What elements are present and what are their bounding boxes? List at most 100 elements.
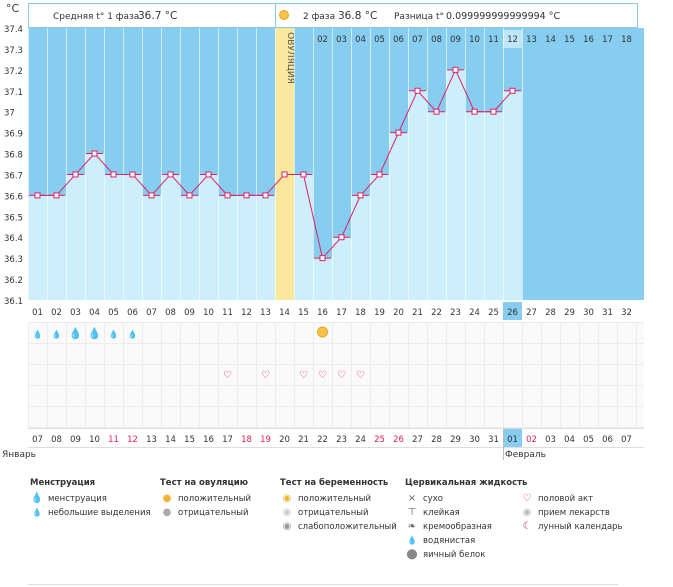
cycle-day-label: 32 bbox=[621, 308, 632, 318]
temperature-bar bbox=[218, 195, 237, 300]
menstruation-drop-icon: 💧 bbox=[109, 329, 119, 339]
calendar-date-label: 07 bbox=[621, 435, 632, 445]
phase2-day-label: 04 bbox=[355, 35, 366, 45]
cycle-day-label: 01 bbox=[32, 308, 43, 318]
legend-cervical: Цервикальная жидкость × сухо ⊤ клейкая ❧ кр… bbox=[405, 478, 527, 562]
cycle-day-label: 26 bbox=[507, 308, 518, 318]
ovulation-column bbox=[275, 28, 294, 300]
calendar-date-label: 04 bbox=[564, 435, 575, 445]
menstruation-drop-icon: 💧 bbox=[128, 329, 138, 339]
temperature-bar bbox=[66, 174, 85, 300]
phase2-day-highlight bbox=[503, 30, 522, 48]
phase1-label: Средняя t° 1 фаза bbox=[53, 12, 139, 22]
small-drop-icon: 💧 bbox=[32, 508, 42, 517]
temperature-point bbox=[338, 234, 345, 241]
calendar-date-label: 16 bbox=[203, 435, 214, 445]
phase2-day-label: 07 bbox=[412, 35, 423, 45]
legend-other: ♡ половой акт ◉ прием лекарств ☾ лунный кал… bbox=[520, 492, 623, 534]
legend-cervical-dry: сухо bbox=[423, 494, 443, 504]
calendar-date-label: 30 bbox=[469, 435, 480, 445]
legend-pregnancy-negative: отрицательный bbox=[298, 508, 369, 518]
cycle-day-label: 08 bbox=[165, 308, 176, 318]
cycle-day-label: 06 bbox=[127, 308, 138, 318]
y-tick-label: 36.1 bbox=[4, 297, 23, 307]
phase2-day-label: 13 bbox=[526, 35, 537, 45]
legend-cervical-watery: водянистая bbox=[423, 536, 476, 546]
temperature-bar bbox=[28, 195, 47, 300]
temperature-bar bbox=[503, 90, 522, 301]
legend-menstruation-title: Менструация bbox=[30, 478, 96, 488]
temperature-point bbox=[395, 129, 402, 136]
cycle-day-label: 22 bbox=[431, 308, 442, 318]
header-box bbox=[28, 3, 638, 28]
phase2-day-label: 05 bbox=[374, 35, 385, 45]
sun-positive-icon: ● bbox=[162, 493, 172, 504]
legend-ovulation-test: Тест на овуляцию ● положительный ● отрицат… bbox=[160, 478, 251, 520]
egg-white-icon: ⬤ bbox=[406, 549, 418, 560]
temperature-bar bbox=[180, 195, 199, 300]
diff-value: 0.099999999999994 °C bbox=[446, 11, 560, 22]
legend-menstruation: Менструация 💧 менструация 💧 небольшие выде… bbox=[30, 478, 151, 520]
calendar-date-label: 21 bbox=[298, 435, 309, 445]
calendar-date-label: 13 bbox=[146, 435, 157, 445]
cycle-day-label: 09 bbox=[184, 308, 195, 318]
y-tick-label: 36.7 bbox=[4, 171, 23, 181]
cycle-day-label: 24 bbox=[469, 308, 480, 318]
temperature-point bbox=[91, 150, 98, 157]
temperature-point bbox=[186, 192, 193, 199]
cycle-day-label: 31 bbox=[602, 308, 613, 318]
temperature-bar bbox=[294, 174, 313, 300]
temperature-point bbox=[509, 87, 516, 94]
phase2-day-label: 10 bbox=[469, 35, 480, 45]
phase2-label: 2 фаза bbox=[303, 12, 335, 22]
temperature-bar bbox=[332, 237, 351, 300]
bottom-divider bbox=[28, 584, 618, 585]
cycle-day-label: 30 bbox=[583, 308, 594, 318]
temperature-bar bbox=[484, 111, 503, 300]
calendar-date-label: 28 bbox=[431, 435, 442, 445]
legend-ovulation-positive: положительный bbox=[178, 494, 251, 504]
temperature-bar bbox=[85, 153, 104, 300]
y-tick-label: 36.4 bbox=[4, 234, 23, 244]
diff-label: Разница t° bbox=[394, 12, 444, 22]
calendar-date-label: 01 bbox=[507, 435, 518, 445]
calendar-date-label: 10 bbox=[89, 435, 100, 445]
y-tick-label: 36.8 bbox=[4, 151, 23, 161]
phase2-day-label: 15 bbox=[564, 35, 575, 45]
cycle-day-label: 29 bbox=[564, 308, 575, 318]
temperature-point bbox=[281, 171, 288, 178]
watery-icon: 💧 bbox=[407, 536, 417, 545]
cycle-day-label: 17 bbox=[336, 308, 347, 318]
calendar-date-label: 20 bbox=[279, 435, 290, 445]
pregnancy-negative-icon: ◉ bbox=[282, 507, 292, 518]
legend-medication: прием лекарств bbox=[538, 508, 610, 518]
heart-icon: ♡ bbox=[522, 493, 532, 504]
calendar-date-label: 19 bbox=[260, 435, 271, 445]
temperature-point bbox=[243, 192, 250, 199]
intercourse-heart-icon: ♡ bbox=[356, 370, 365, 381]
marker-grid-bg bbox=[28, 322, 644, 428]
temperature-bar bbox=[446, 69, 465, 300]
temperature-point bbox=[452, 66, 459, 73]
menstruation-drop-icon: 💧 bbox=[69, 327, 83, 340]
legend-lunar: лунный календарь bbox=[538, 522, 623, 532]
y-tick-label: 36.3 bbox=[4, 255, 23, 265]
temperature-point bbox=[72, 171, 79, 178]
calendar-date-label: 18 bbox=[241, 435, 252, 445]
temperature-point bbox=[110, 171, 117, 178]
cycle-day-label: 21 bbox=[412, 308, 423, 318]
ovulation-sun-icon bbox=[279, 10, 289, 20]
temperature-bar bbox=[199, 174, 218, 300]
moon-icon: ☾ bbox=[522, 521, 532, 532]
legend-cervical-title: Цервикальная жидкость bbox=[405, 478, 528, 488]
calendar-date-label: 09 bbox=[70, 435, 81, 445]
y-tick-label: 36.9 bbox=[4, 130, 23, 140]
legend-pregnancy-weak: слабоположительный bbox=[298, 522, 397, 532]
pill-icon: ◉ bbox=[522, 507, 532, 518]
temperature-point bbox=[414, 87, 421, 94]
sun-negative-icon: ● bbox=[162, 507, 172, 518]
phase2-day-label: 12 bbox=[507, 35, 518, 45]
cycle-day-label: 20 bbox=[393, 308, 404, 318]
calendar-date-label: 12 bbox=[127, 435, 138, 445]
temperature-point bbox=[433, 108, 440, 115]
